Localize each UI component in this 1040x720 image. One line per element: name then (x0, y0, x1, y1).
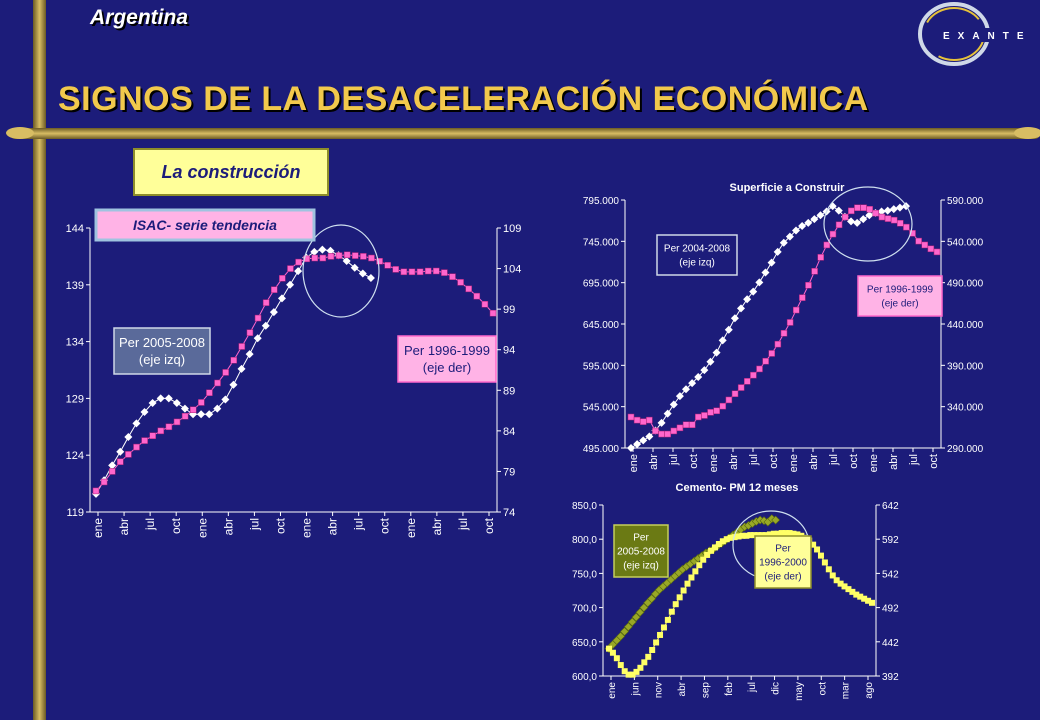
svg-text:EXANTE: EXANTE (943, 31, 1032, 42)
header-divider-bar (10, 128, 1040, 139)
exante-logo: EXANTE (918, 2, 1040, 66)
section-label: La construcción (133, 148, 329, 196)
left-frame-bar (33, 0, 46, 720)
country-label: Argentina (90, 6, 189, 29)
page-title: SIGNOS DE LA DESACELERACIÓN ECONÓMICA (58, 80, 869, 118)
